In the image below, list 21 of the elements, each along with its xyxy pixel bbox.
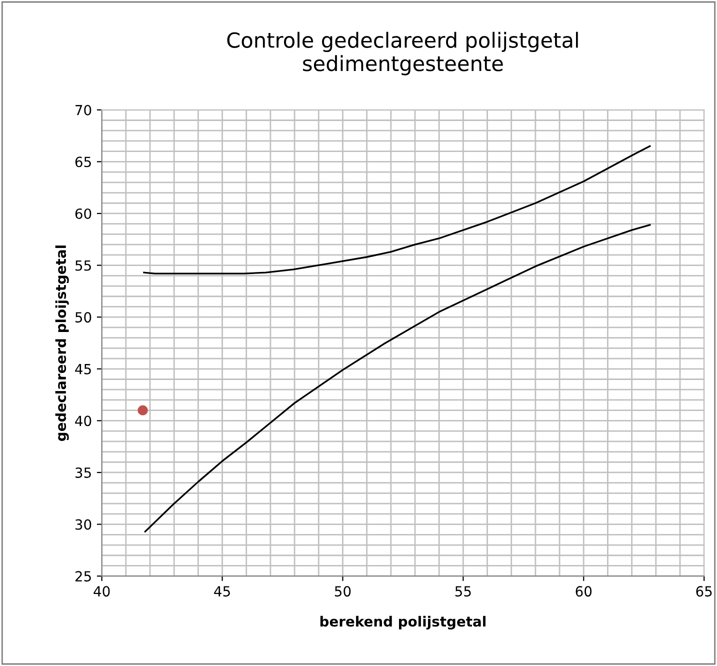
y-tick-label: 40 xyxy=(75,416,92,426)
y-tick-label: 70 xyxy=(76,104,92,116)
x-tick-label: 50 xyxy=(334,586,351,597)
y-tick-label: 60 xyxy=(75,208,92,219)
line-series xyxy=(143,145,651,274)
x-tick-label: 55 xyxy=(455,586,471,597)
x-tick-label: 45 xyxy=(214,586,230,597)
y-tick-label: 35 xyxy=(75,467,91,478)
y-tick-label: 55 xyxy=(75,260,91,271)
y-tick-label: 45 xyxy=(75,364,91,374)
y-tick-label: 65 xyxy=(75,156,91,168)
x-tick-label: 40 xyxy=(94,586,110,597)
line-series xyxy=(144,224,651,532)
y-tick-label: 50 xyxy=(75,312,92,323)
y-tick-label: 25 xyxy=(75,571,91,582)
y-tick-label: 30 xyxy=(75,519,92,530)
x-axis-title: berekend polijstgetal xyxy=(320,616,486,630)
y-axis-title: gedeclareerd ploijstgetal xyxy=(55,246,69,441)
chart-title: Controle gedeclareerd polijstgetal sedimentgesteente xyxy=(227,32,578,76)
x-tick-label: 60 xyxy=(576,586,592,597)
x-tick-label: 65 xyxy=(696,586,712,597)
